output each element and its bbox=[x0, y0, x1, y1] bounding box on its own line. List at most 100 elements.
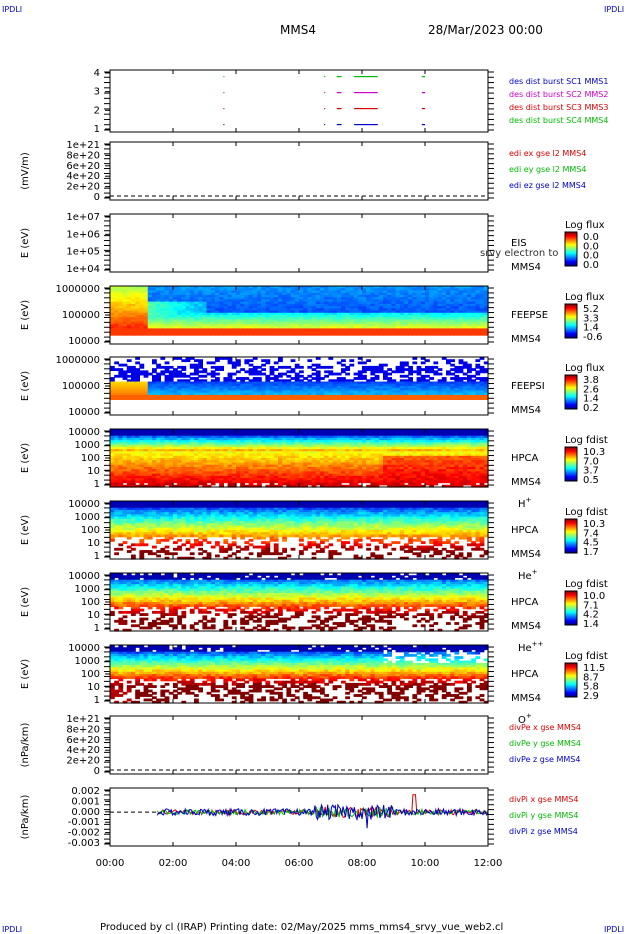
feepse-pixel bbox=[215, 319, 220, 323]
hpca_h-pixel bbox=[189, 458, 195, 461]
feepse-pixel bbox=[152, 290, 157, 294]
feepse-pixel bbox=[118, 301, 124, 305]
feepsi-pixel bbox=[181, 368, 187, 371]
feepse-pixel bbox=[303, 315, 308, 318]
feepse-pixel bbox=[135, 319, 140, 323]
hpca_h-pixel bbox=[349, 482, 355, 486]
hpca_h-pixel bbox=[202, 431, 208, 435]
feepse-pixel bbox=[416, 297, 422, 300]
feepsi-pixel bbox=[458, 377, 464, 380]
hpca_h-pixel bbox=[273, 478, 279, 481]
feepse-colorbar bbox=[564, 303, 578, 339]
feepsi-pixel bbox=[454, 386, 460, 389]
feepsi-pixel bbox=[189, 363, 195, 367]
feepse-pixel bbox=[194, 310, 199, 314]
feepsi-pixel bbox=[320, 392, 325, 396]
feepsi-pixel bbox=[483, 379, 489, 383]
hpca_h-pixel bbox=[290, 440, 296, 443]
feepsi-pixel bbox=[362, 381, 367, 385]
feepse-pixel bbox=[173, 301, 178, 305]
feepse-pixel bbox=[135, 303, 140, 307]
hpca_h-pixel bbox=[341, 435, 346, 439]
feepse-pixel bbox=[458, 321, 464, 325]
burst-interval-mark bbox=[354, 124, 378, 126]
feepse-pixel bbox=[437, 292, 443, 296]
feepsi-pixel bbox=[454, 381, 460, 385]
feepse-pixel bbox=[332, 330, 338, 334]
hpca_h-pixel bbox=[206, 462, 212, 466]
feepse-pixel bbox=[450, 332, 455, 336]
hpca_h-pixel bbox=[324, 440, 329, 443]
feepse-pixel bbox=[353, 306, 359, 309]
hpca_h-pixel bbox=[223, 444, 229, 448]
hpca_h-pixel bbox=[198, 469, 203, 472]
hpca_h-pixel bbox=[168, 433, 174, 437]
feepse-pixel bbox=[383, 315, 388, 318]
feepse-pixel bbox=[126, 310, 132, 314]
feepse-pixel bbox=[420, 312, 426, 316]
hpca_h-pixel bbox=[290, 442, 296, 446]
feepse-pixel bbox=[425, 317, 430, 321]
feepse-pixel bbox=[429, 294, 434, 298]
hpca_h-pixel bbox=[290, 446, 296, 450]
hpca_h-pixel bbox=[320, 440, 325, 443]
hpca_h-pixel bbox=[202, 440, 208, 443]
feepse-pixel bbox=[147, 301, 153, 305]
hpca_h-pixel bbox=[231, 437, 237, 441]
feepse-pixel bbox=[265, 297, 271, 300]
feepse-pixel bbox=[156, 330, 161, 334]
edi-y-tick-label: 6e+20 bbox=[66, 161, 100, 172]
feepsi-pixel bbox=[391, 390, 397, 394]
hpca_h-pixel bbox=[257, 475, 262, 479]
feepsi-pixel bbox=[164, 365, 170, 369]
feepsi-pixel bbox=[152, 377, 157, 380]
feepsi-pixel bbox=[353, 397, 359, 400]
hpca_h-pixel bbox=[231, 484, 237, 488]
feepsi-pixel bbox=[231, 379, 237, 383]
feepsi-pixel bbox=[126, 383, 132, 387]
feepse-pixel bbox=[202, 288, 208, 292]
feepse-pixel bbox=[265, 315, 271, 318]
feepse-pixel bbox=[324, 319, 329, 323]
feepse-pixel bbox=[362, 319, 367, 323]
feepse-pixel bbox=[450, 297, 455, 300]
feepsi-pixel bbox=[366, 394, 371, 398]
feepse-pixel bbox=[219, 326, 224, 329]
feepse-pixel bbox=[110, 319, 115, 323]
feepse-pixel bbox=[458, 306, 464, 309]
feepse-pixel bbox=[152, 294, 157, 298]
feepsi-pixel bbox=[122, 372, 128, 376]
hpca_h-pixel bbox=[139, 453, 145, 457]
feepse-pixel bbox=[303, 332, 308, 336]
hpca_h-pixel bbox=[147, 458, 153, 461]
feepse-pixel bbox=[244, 330, 250, 334]
feepse-pixel bbox=[135, 315, 140, 318]
feepsi-pixel bbox=[257, 394, 262, 398]
feepsi-pixel bbox=[311, 377, 317, 380]
feepsi-pixel bbox=[307, 383, 313, 387]
feepse-pixel bbox=[315, 299, 321, 303]
feepse-pixel bbox=[391, 286, 397, 289]
feepsi-pixel bbox=[152, 390, 157, 394]
hpca_h-pixel bbox=[357, 437, 363, 441]
hpca_h-pixel bbox=[320, 442, 325, 446]
hpca_h-pixel bbox=[198, 437, 203, 441]
feepsi-pixel bbox=[311, 388, 317, 392]
feepse-pixel bbox=[202, 294, 208, 298]
feepse-pixel bbox=[332, 294, 338, 298]
hpca_h-pixel bbox=[168, 455, 174, 459]
hpca_h-pixel bbox=[345, 442, 350, 446]
feepse-pixel bbox=[429, 328, 434, 332]
feepse-pixel bbox=[446, 294, 451, 298]
feepse-pixel bbox=[160, 297, 166, 300]
feepse-pixel bbox=[194, 328, 199, 332]
hpca_h-pixel bbox=[194, 440, 199, 443]
feepsi-pixel bbox=[160, 381, 166, 385]
feepse-pixel bbox=[227, 297, 233, 300]
feepse-pixel bbox=[156, 328, 161, 332]
hpca_h-pixel bbox=[336, 433, 342, 437]
hpca_h-pixel bbox=[168, 466, 174, 470]
hpca_h-pixel bbox=[206, 458, 212, 461]
feepsi-pixel bbox=[227, 377, 233, 380]
feepsi-pixel bbox=[223, 390, 229, 394]
